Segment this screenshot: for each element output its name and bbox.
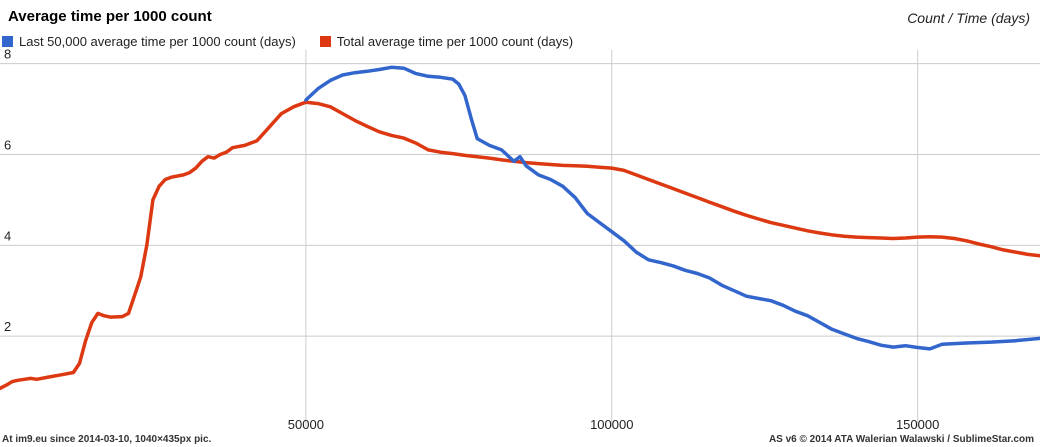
legend-swatch-last (2, 36, 13, 47)
x-tick-label: 100000 (590, 417, 633, 432)
legend-item-total[interactable]: Total average time per 1000 count (days) (319, 34, 574, 49)
legend: Last 50,000 average time per 1000 count … (2, 34, 573, 49)
series-line-total (0, 100, 1040, 391)
footer-left: At im9.eu since 2014-03-10, 1040×435px p… (2, 434, 212, 445)
footer-right: AS v6 © 2014 ATA Walerian Walawski / Sub… (768, 434, 1034, 445)
legend-label-last: Last 50,000 average time per 1000 count … (19, 34, 296, 49)
chart-title: Average time per 1000 count (8, 8, 212, 25)
y-tick-label: 2 (4, 319, 11, 334)
legend-swatch-total (319, 36, 331, 47)
y-tick-label: 4 (4, 228, 11, 243)
axis-caption: Count / Time (days) (907, 10, 1030, 26)
legend-item-last[interactable]: Last 50,000 average time per 1000 count … (2, 34, 296, 49)
x-tick-label: 150000 (896, 417, 939, 432)
y-tick-label: 6 (4, 137, 11, 152)
legend-label-total: Total average time per 1000 count (days) (336, 34, 574, 49)
series-line-last-50000 (304, 65, 1040, 351)
x-tick-label: 50000 (288, 417, 324, 432)
